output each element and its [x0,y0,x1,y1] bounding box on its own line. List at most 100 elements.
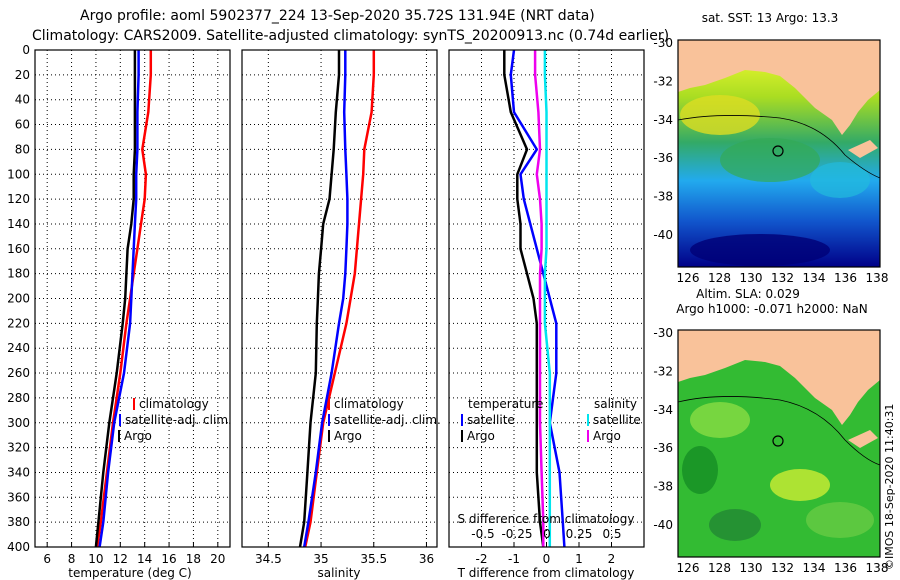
map-lon-label: 138 [866,561,889,575]
temperature-xlabel: temperature (deg C) [68,566,191,580]
map-lon-label: 130 [740,271,763,285]
depth-tick-label: 400 [7,540,30,554]
sst-patch [720,138,820,182]
salinity-xlabel: salinity [317,566,360,580]
panel-frame [34,49,231,548]
legend-t-satellite: satellite [467,413,515,427]
depth-tick-label: 300 [7,416,30,430]
map-lat-label: -30 [653,326,673,340]
temperature-panel: 6 8 10 12 14 16 18 20 [34,49,231,566]
map-lon-label: 138 [866,271,889,285]
legend-s-argo: Argo [593,429,621,443]
x-tick-label: 2 [608,552,616,566]
map-lon-label: 126 [677,561,700,575]
map-lat-label: -40 [653,228,673,242]
sla-patch [682,446,718,494]
sst-patch [690,234,830,266]
panel-frame [241,49,438,548]
map-lon-label: 134 [803,271,826,285]
island [848,430,878,448]
depth-tick-label: 260 [7,366,30,380]
map-lat-label: -32 [653,364,673,378]
x-tick-label: 0 [543,552,551,566]
sst-map-title: sat. SST: 13 Argo: 13.3 [702,11,839,25]
series-line-s-satellite [543,50,552,547]
sst-patch [680,95,760,135]
map-lon-label: 136 [834,271,857,285]
depth-tick-label: 200 [7,292,30,306]
series-line-t-argo [503,50,545,548]
salinity-panel: 34.5 35 35.5 36 [241,49,438,566]
x-tick-label: 16 [161,552,176,566]
map-lat-label: -34 [653,113,673,127]
sst-map-frame [677,39,881,268]
bathymetry-contour [678,115,880,179]
legend-salinity-title: salinity [594,397,637,411]
series-line-satellite-adj-clim- [302,50,349,548]
depth-tick-label: 0 [22,43,30,57]
depth-tick-label: 340 [7,465,30,479]
map-lon-label: 128 [708,561,731,575]
map-lon-label: 126 [677,271,700,285]
map-lat-label: -40 [653,518,673,532]
legend-climatology: climatology [334,397,404,411]
map-lat-label: -38 [653,190,673,204]
x-tick-label: 6 [43,552,51,566]
x-tick-label: 34.5 [255,552,282,566]
legend-swatch-satellite [328,414,330,426]
difference-panel: -2 -1 0 1 2 [448,49,645,566]
argo-float-marker [772,145,784,157]
legend-swatch-climatology [133,398,135,410]
depth-tick-label: 20 [15,68,30,82]
depth-tick-label: 380 [7,515,30,529]
legend-climatology: climatology [139,397,209,411]
map-lon-label: 130 [740,561,763,575]
depth-axis: 0 20 40 60 80 100 120 140 160 180 200 220 240 260 280 3… [7,43,30,554]
x-tick-label: 18 [186,552,201,566]
series-line-argo [298,50,341,548]
legend-satellite-adj: satellite-adj. clim. [125,413,232,427]
s-difference-axis: S difference from climatology -0.5 -0.25… [458,512,635,541]
legend-swatch-t-argo [461,430,463,442]
legend-temperature-title: temperature [468,397,543,411]
s-tick-label: -0.25 [501,527,532,541]
map-lon-label: 136 [834,561,857,575]
map-lon-label: 132 [771,561,794,575]
x-tick-label: 8 [68,552,76,566]
salinity-legend: climatology satellite-adj. clim. Argo [328,397,441,443]
legend-swatch-t-satellite [461,414,463,426]
depth-tick-label: 320 [7,441,30,455]
sla-patch [806,502,874,538]
land [678,40,880,135]
map-lat-label: -32 [653,74,673,88]
difference-legend: temperature satellite Argo salinity sate… [461,397,641,443]
map-lat-label: -36 [653,441,673,455]
sla-patch [690,402,750,438]
map-lat-label: -30 [653,36,673,50]
x-tick-label: 1 [575,552,583,566]
legend-swatch-s-argo [587,430,589,442]
x-tick-label: -1 [508,552,520,566]
depth-tick-label: 360 [7,490,30,504]
depth-tick-label: 60 [15,118,30,132]
series-line-s-argo [533,50,545,547]
land [678,330,880,425]
footer-credit: ©IMOS 18-Sep-2020 11:40:31 [883,404,896,570]
depth-tick-label: 140 [7,217,30,231]
depth-tick-label: 80 [15,142,30,156]
legend-swatch-s-satellite [587,414,589,426]
depth-tick-label: 40 [15,93,30,107]
x-tick-label: 35.5 [360,552,387,566]
map-lon-label: 128 [708,271,731,285]
legend-swatch-argo [118,430,120,442]
depth-tick-label: 100 [7,167,30,181]
legend-argo: Argo [334,429,362,443]
title-line-2: Climatology: CARS2009. Satellite-adjuste… [32,28,669,44]
s-tick-label: 0.25 [566,527,593,541]
series-line-argo [94,50,137,548]
series-line-satellite-adj-clim- [98,50,140,548]
argo-float-marker [772,435,784,447]
map-lon-label: 132 [771,271,794,285]
sla-patch [709,509,761,541]
